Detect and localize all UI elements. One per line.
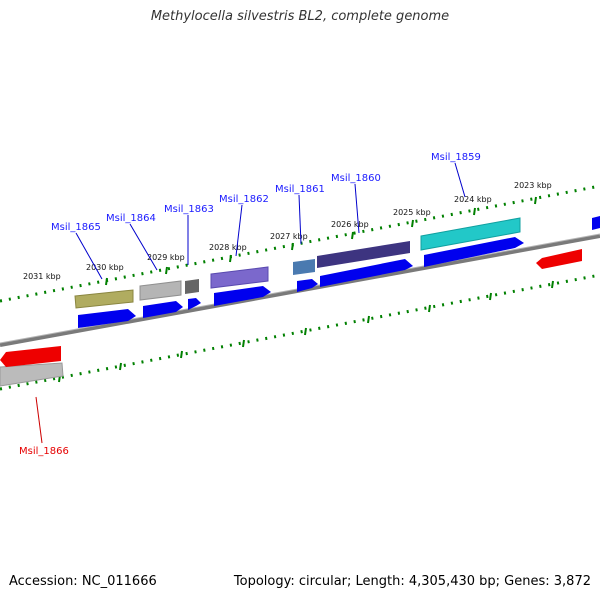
gene-arrow-msil-1863 <box>188 298 201 310</box>
kbp-label: 2023 kbp <box>514 181 552 190</box>
kbp-label: 2031 kbp <box>23 272 61 281</box>
gene-arrow-msil-1860 <box>320 259 413 287</box>
inner-tick-ring <box>0 273 600 391</box>
gene-arrow-msil-1865 <box>78 309 136 328</box>
gene-arrow-msil-1864 <box>143 301 183 318</box>
gene-label-msil-1860: Msil_1860 <box>331 173 381 184</box>
kbp-label: 2030 kbp <box>86 263 124 272</box>
reverse-gene-arrows[interactable] <box>0 249 582 367</box>
gene-label-msil-1859: Msil_1859 <box>431 152 481 163</box>
gene-arrow-msil-1859 <box>424 237 524 267</box>
gene-label-msil-1862: Msil_1862 <box>219 194 269 205</box>
gene-arrow-reverse-right <box>536 249 582 269</box>
forward-gene-arrows[interactable] <box>78 216 600 328</box>
gene-arrow-msil-1866 <box>0 346 61 367</box>
genome-stats-text: Topology: circular; Length: 4,305,430 bp… <box>233 574 591 589</box>
outer-tick-ring <box>0 184 600 303</box>
gene-label-msil-1863: Msil_1863 <box>164 204 214 215</box>
gene-label-leaders <box>35 162 466 444</box>
accession-text: Accession: NC_011666 <box>9 574 157 589</box>
kbp-label: 2025 kbp <box>393 208 431 217</box>
kbp-label: 2029 kbp <box>147 253 185 262</box>
kbp-label: 2026 kbp <box>331 220 369 229</box>
gene-arrow-msil-1861 <box>297 279 318 292</box>
gene-labels[interactable]: Msil_1865 Msil_1864 Msil_1863 Msil_1862 … <box>19 152 481 457</box>
gene-label-msil-1861: Msil_1861 <box>275 184 325 195</box>
gene-label-msil-1866: Msil_1866 <box>19 446 69 457</box>
gene-arrow-msil-1862 <box>214 286 271 306</box>
gene-label-msil-1865: Msil_1865 <box>51 222 101 233</box>
gene-label-msil-1864: Msil_1864 <box>106 213 156 224</box>
kbp-labels: 2031 kbp 2030 kbp 2029 kbp 2028 kbp 2027… <box>23 181 552 281</box>
kbp-label: 2024 kbp <box>454 195 492 204</box>
map-title: Methylocella silvestris BL2, complete ge… <box>150 9 450 24</box>
kbp-label: 2027 kbp <box>270 232 308 241</box>
kbp-label: 2028 kbp <box>209 243 247 252</box>
feature-bars <box>0 217 521 387</box>
